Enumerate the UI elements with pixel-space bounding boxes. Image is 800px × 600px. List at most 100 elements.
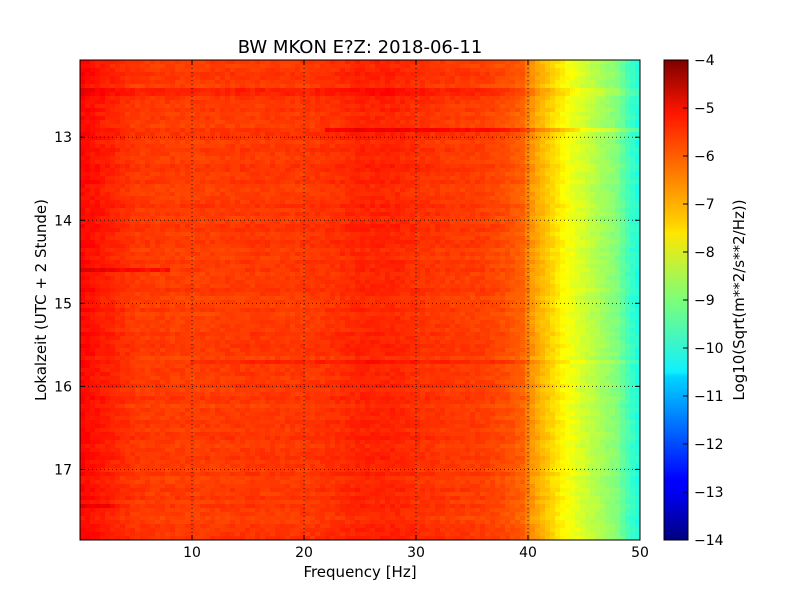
heatmap-cell <box>585 160 591 165</box>
heatmap-cell <box>335 72 341 77</box>
heatmap-cell <box>630 124 636 129</box>
heatmap-cell <box>100 80 106 85</box>
heatmap-cell <box>445 116 451 121</box>
heatmap-cell <box>590 196 596 201</box>
heatmap-cell <box>215 60 221 65</box>
heatmap-cell <box>515 164 521 169</box>
heatmap-cell <box>610 208 616 213</box>
heatmap-cell <box>630 168 636 173</box>
heatmap-cell <box>480 96 486 101</box>
heatmap-cell <box>275 196 281 201</box>
heatmap-cell <box>455 64 461 69</box>
heatmap-cell <box>420 128 426 133</box>
heatmap-cell <box>520 100 526 105</box>
heatmap-cell <box>385 136 391 141</box>
heatmap-cell <box>510 200 516 205</box>
heatmap-cell <box>325 164 331 169</box>
heatmap-cell <box>110 72 116 77</box>
heatmap-cell <box>395 176 401 181</box>
heatmap-cell <box>540 176 546 181</box>
heatmap-cell <box>260 236 266 241</box>
heatmap-cell <box>210 140 216 145</box>
heatmap-cell <box>620 148 626 153</box>
heatmap-cell <box>490 72 496 77</box>
heatmap-cell <box>505 168 511 173</box>
heatmap-cell <box>385 232 391 237</box>
heatmap-cell <box>145 136 151 141</box>
heatmap-cell <box>540 220 546 225</box>
heatmap-cell <box>370 88 376 93</box>
heatmap-cell <box>560 100 566 105</box>
heatmap-cell <box>80 216 86 221</box>
heatmap-cell <box>200 124 206 129</box>
heatmap-cell <box>180 196 186 201</box>
heatmap-cell <box>395 180 401 185</box>
heatmap-cell <box>150 216 156 221</box>
heatmap-cell <box>605 228 611 233</box>
heatmap-cell <box>410 96 416 101</box>
heatmap-cell <box>565 132 571 137</box>
heatmap-cell <box>80 112 86 117</box>
heatmap-cell <box>620 156 626 161</box>
heatmap-cell <box>80 164 86 169</box>
heatmap-cell <box>205 156 211 161</box>
heatmap-cell <box>475 160 481 165</box>
heatmap-cell <box>235 224 241 229</box>
heatmap-cell <box>100 112 106 117</box>
heatmap-cell <box>385 144 391 149</box>
heatmap-cell <box>250 152 256 157</box>
heatmap-cell <box>350 204 356 209</box>
heatmap-cell <box>555 112 561 117</box>
heatmap-cell <box>565 112 571 117</box>
heatmap-cell <box>260 76 266 81</box>
heatmap-cell <box>555 164 561 169</box>
heatmap-cell <box>610 84 616 89</box>
heatmap-cell <box>110 196 116 201</box>
heatmap-cell <box>545 120 551 125</box>
heatmap-cell <box>340 60 346 65</box>
heatmap-cell <box>590 224 596 229</box>
heatmap-cell <box>135 64 141 69</box>
heatmap-cell <box>350 116 356 121</box>
heatmap-cell <box>370 200 376 205</box>
heatmap-cell <box>415 212 421 217</box>
heatmap-cell <box>260 176 266 181</box>
heatmap-cell <box>290 176 296 181</box>
heatmap-cell <box>550 80 556 85</box>
heatmap-cell <box>280 200 286 205</box>
heatmap-cell <box>475 76 481 81</box>
heatmap-cell <box>100 196 106 201</box>
heatmap-cell <box>450 164 456 169</box>
heatmap-cell <box>505 120 511 125</box>
heatmap-cell <box>370 116 376 121</box>
heatmap-cell <box>420 84 426 89</box>
heatmap-cell <box>100 104 106 109</box>
heatmap-cell <box>265 72 271 77</box>
heatmap-cell <box>80 196 86 201</box>
heatmap-cell <box>635 92 640 97</box>
heatmap-cell <box>300 68 306 73</box>
heatmap-cell <box>350 132 356 137</box>
heatmap-cell <box>250 120 256 125</box>
heatmap-cell <box>460 72 466 77</box>
heatmap-cell <box>95 152 101 157</box>
heatmap-cell <box>190 132 196 137</box>
heatmap-cell <box>435 80 441 85</box>
heatmap-cell <box>490 60 496 65</box>
heatmap-cell <box>610 184 616 189</box>
heatmap-cell <box>415 196 421 201</box>
heatmap-cell <box>300 148 306 153</box>
heatmap-cell <box>185 76 191 81</box>
heatmap-cell <box>500 144 506 149</box>
heatmap-cell <box>580 140 586 145</box>
heatmap-cell <box>175 92 181 97</box>
heatmap-cell <box>185 180 191 185</box>
heatmap-cell <box>225 96 231 101</box>
heatmap-cell <box>545 232 551 237</box>
heatmap-cell <box>130 60 136 65</box>
heatmap-cell <box>450 196 456 201</box>
heatmap-cell <box>625 192 631 197</box>
heatmap-cell <box>190 68 196 73</box>
heatmap-cell <box>275 96 281 101</box>
heatmap-cell <box>305 212 311 217</box>
